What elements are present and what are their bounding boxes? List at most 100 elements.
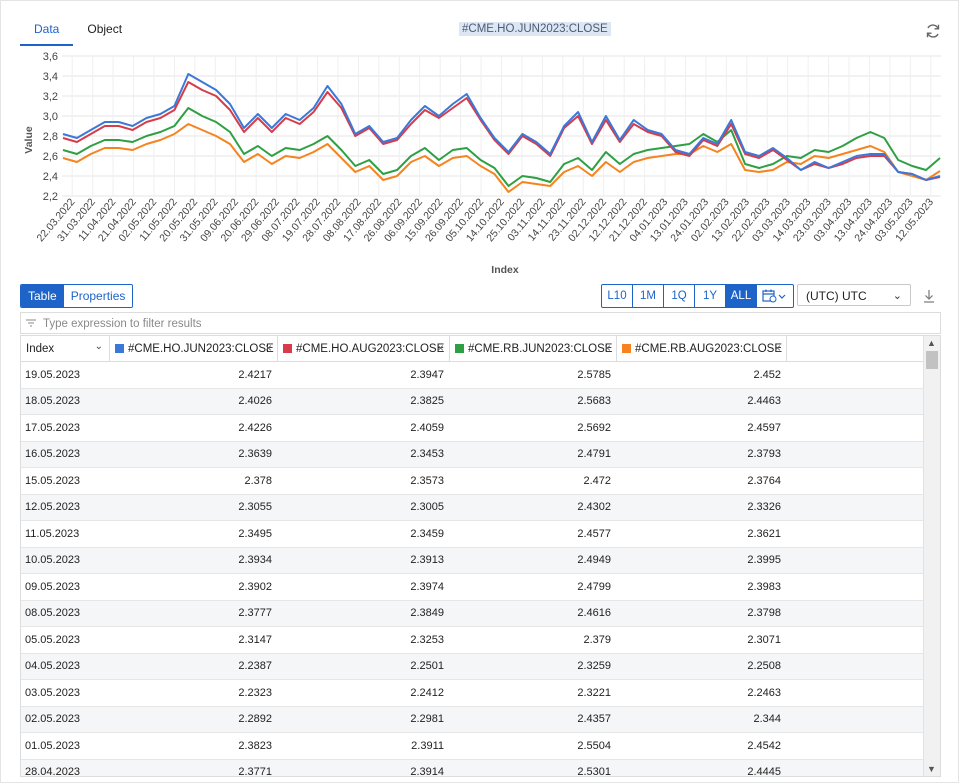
properties-view-button[interactable]: Properties bbox=[63, 285, 133, 307]
y-axis-ticks: 2,2 2,4 2,6 2,8 3,0 3,2 3,4 3,6 bbox=[43, 51, 58, 203]
table-row[interactable]: 12.05.2023 2.3055 2.3005 2.4302 2.3326 bbox=[21, 494, 924, 521]
vertical-scrollbar[interactable]: ▲ ▼ bbox=[923, 336, 940, 776]
range-button-1q[interactable]: 1Q bbox=[664, 285, 695, 307]
cell-value: 2.3974 bbox=[410, 580, 444, 593]
column-header-series-1[interactable]: #CME.HO.JUN2023:CLOSE × bbox=[110, 336, 278, 361]
table-row[interactable]: 09.05.2023 2.3902 2.3974 2.4799 2.3983 bbox=[21, 574, 924, 601]
cell-value: 2.2508 bbox=[747, 660, 781, 673]
scroll-up-icon[interactable]: ▲ bbox=[927, 338, 936, 348]
series-color-swatch bbox=[455, 344, 464, 353]
cell-value: 2.3911 bbox=[411, 739, 444, 752]
cell-value: 2.3764 bbox=[747, 474, 781, 487]
filter-icon bbox=[26, 319, 36, 327]
cell-value: 2.3459 bbox=[410, 527, 444, 540]
table-row[interactable]: 11.05.2023 2.3495 2.3459 2.4577 2.3621 bbox=[21, 521, 924, 548]
cell-value: 2.2387 bbox=[238, 660, 272, 673]
cell-value: 2.3914 bbox=[410, 766, 444, 777]
cell-index: 09.05.2023 bbox=[25, 580, 81, 593]
cell-value: 2.3055 bbox=[238, 501, 272, 514]
cell-value: 2.4226 bbox=[238, 421, 272, 434]
series-color-swatch bbox=[283, 344, 292, 353]
series-line-1 bbox=[62, 73, 941, 181]
cell-index: 05.05.2023 bbox=[25, 633, 81, 646]
cell-value: 2.2412 bbox=[410, 686, 444, 699]
cell-value: 2.3573 bbox=[410, 474, 444, 487]
cell-value: 2.3983 bbox=[747, 580, 781, 593]
cell-value: 2.4542 bbox=[747, 739, 781, 752]
cell-value: 2.4445 bbox=[747, 766, 781, 777]
filter-input[interactable] bbox=[41, 314, 925, 334]
scroll-down-icon[interactable]: ▼ bbox=[927, 764, 936, 774]
cell-value: 2.3259 bbox=[577, 660, 611, 673]
data-table: Index ⌄ #CME.HO.JUN2023:CLOSE × #CME.HO.AUG2… bbox=[20, 335, 941, 777]
column-header-label: #CME.RB.JUN2023:CLOSE bbox=[468, 342, 613, 355]
timezone-select[interactable]: (UTC) UTC ⌄ bbox=[797, 284, 911, 306]
table-row[interactable]: 04.05.2023 2.2387 2.2501 2.3259 2.2508 bbox=[21, 653, 924, 680]
y-tick-label: 3,2 bbox=[43, 91, 58, 103]
range-button-1m[interactable]: 1M bbox=[633, 285, 664, 307]
y-tick-label: 2,4 bbox=[43, 171, 58, 183]
cell-value: 2.3913 bbox=[410, 554, 444, 567]
table-view-button[interactable]: Table bbox=[21, 285, 64, 307]
close-icon[interactable]: × bbox=[436, 341, 444, 355]
range-selector: L10 1M 1Q 1Y ALL bbox=[601, 284, 794, 308]
cell-index: 02.05.2023 bbox=[25, 713, 81, 726]
cell-value: 2.378 bbox=[244, 474, 272, 487]
column-header-series-2[interactable]: #CME.HO.AUG2023:CLOSE × bbox=[278, 336, 450, 361]
refresh-icon[interactable] bbox=[924, 22, 942, 40]
cell-value: 2.3902 bbox=[238, 580, 272, 593]
close-icon[interactable]: × bbox=[603, 341, 611, 355]
table-row[interactable]: 08.05.2023 2.3777 2.3849 2.4616 2.3798 bbox=[21, 600, 924, 627]
close-icon[interactable]: × bbox=[264, 341, 272, 355]
filter-bar bbox=[20, 312, 941, 334]
cell-value: 2.3771 bbox=[238, 766, 272, 777]
range-button-all[interactable]: ALL bbox=[726, 285, 757, 307]
cell-index: 04.05.2023 bbox=[25, 660, 81, 673]
table-row[interactable]: 10.05.2023 2.3934 2.3913 2.4949 2.3995 bbox=[21, 547, 924, 574]
column-header-index[interactable]: Index ⌄ bbox=[21, 336, 110, 361]
table-row[interactable]: 03.05.2023 2.2323 2.2412 2.3221 2.2463 bbox=[21, 680, 924, 707]
cell-value: 2.2892 bbox=[238, 713, 272, 726]
cell-value: 2.4616 bbox=[577, 607, 611, 620]
cell-value: 2.472 bbox=[583, 474, 611, 487]
chevron-down-icon[interactable]: ⌄ bbox=[94, 341, 103, 352]
calendar-button[interactable] bbox=[757, 285, 793, 307]
table-row[interactable]: 02.05.2023 2.2892 2.2981 2.4357 2.344 bbox=[21, 706, 924, 733]
series-color-swatch bbox=[622, 344, 631, 353]
table-row[interactable]: 17.05.2023 2.4226 2.4059 2.5692 2.4597 bbox=[21, 415, 924, 442]
table-row[interactable]: 15.05.2023 2.378 2.3573 2.472 2.3764 bbox=[21, 468, 924, 495]
column-header-series-4[interactable]: #CME.RB.AUG2023:CLOSE × bbox=[617, 336, 787, 361]
cell-value: 2.3147 bbox=[238, 633, 272, 646]
table-row[interactable]: 05.05.2023 2.3147 2.3253 2.379 2.3071 bbox=[21, 627, 924, 654]
column-header-series-3[interactable]: #CME.RB.JUN2023:CLOSE × bbox=[450, 336, 617, 361]
cell-index: 03.05.2023 bbox=[25, 686, 81, 699]
series-line-3 bbox=[62, 107, 941, 187]
tab-data[interactable]: Data bbox=[20, 16, 74, 46]
cell-value: 2.2981 bbox=[410, 713, 444, 726]
table-row[interactable]: 18.05.2023 2.4026 2.3825 2.5683 2.4463 bbox=[21, 388, 924, 415]
cell-value: 2.3495 bbox=[238, 527, 272, 540]
table-row[interactable]: 19.05.2023 2.4217 2.3947 2.5785 2.452 bbox=[21, 362, 924, 389]
range-button-1y[interactable]: 1Y bbox=[695, 285, 726, 307]
cell-index: 16.05.2023 bbox=[25, 448, 81, 461]
cell-value: 2.4059 bbox=[410, 421, 444, 434]
table-row[interactable]: 16.05.2023 2.3639 2.3453 2.4791 2.3793 bbox=[21, 441, 924, 468]
cell-index: 12.05.2023 bbox=[25, 501, 81, 514]
close-icon[interactable]: × bbox=[773, 341, 781, 355]
cell-value: 2.5301 bbox=[577, 766, 611, 777]
table-row[interactable]: 01.05.2023 2.3823 2.3911 2.5504 2.4542 bbox=[21, 733, 924, 760]
cell-value: 2.2323 bbox=[238, 686, 272, 699]
scroll-thumb[interactable] bbox=[926, 351, 938, 369]
range-button-l10[interactable]: L10 bbox=[602, 285, 633, 307]
table-row[interactable]: 28.04.2023 2.3771 2.3914 2.5301 2.4445 bbox=[21, 759, 924, 777]
column-header-label: Index bbox=[26, 342, 55, 355]
y-tick-label: 2,8 bbox=[43, 131, 58, 143]
tab-object[interactable]: Object bbox=[87, 22, 123, 36]
column-header-label: #CME.HO.JUN2023:CLOSE bbox=[128, 342, 274, 355]
cell-value: 2.3326 bbox=[747, 501, 781, 514]
y-tick-label: 3,4 bbox=[43, 71, 58, 83]
cell-index: 19.05.2023 bbox=[25, 368, 81, 381]
cell-value: 2.3777 bbox=[238, 607, 272, 620]
download-icon[interactable] bbox=[921, 287, 937, 305]
cell-value: 2.3825 bbox=[410, 395, 444, 408]
